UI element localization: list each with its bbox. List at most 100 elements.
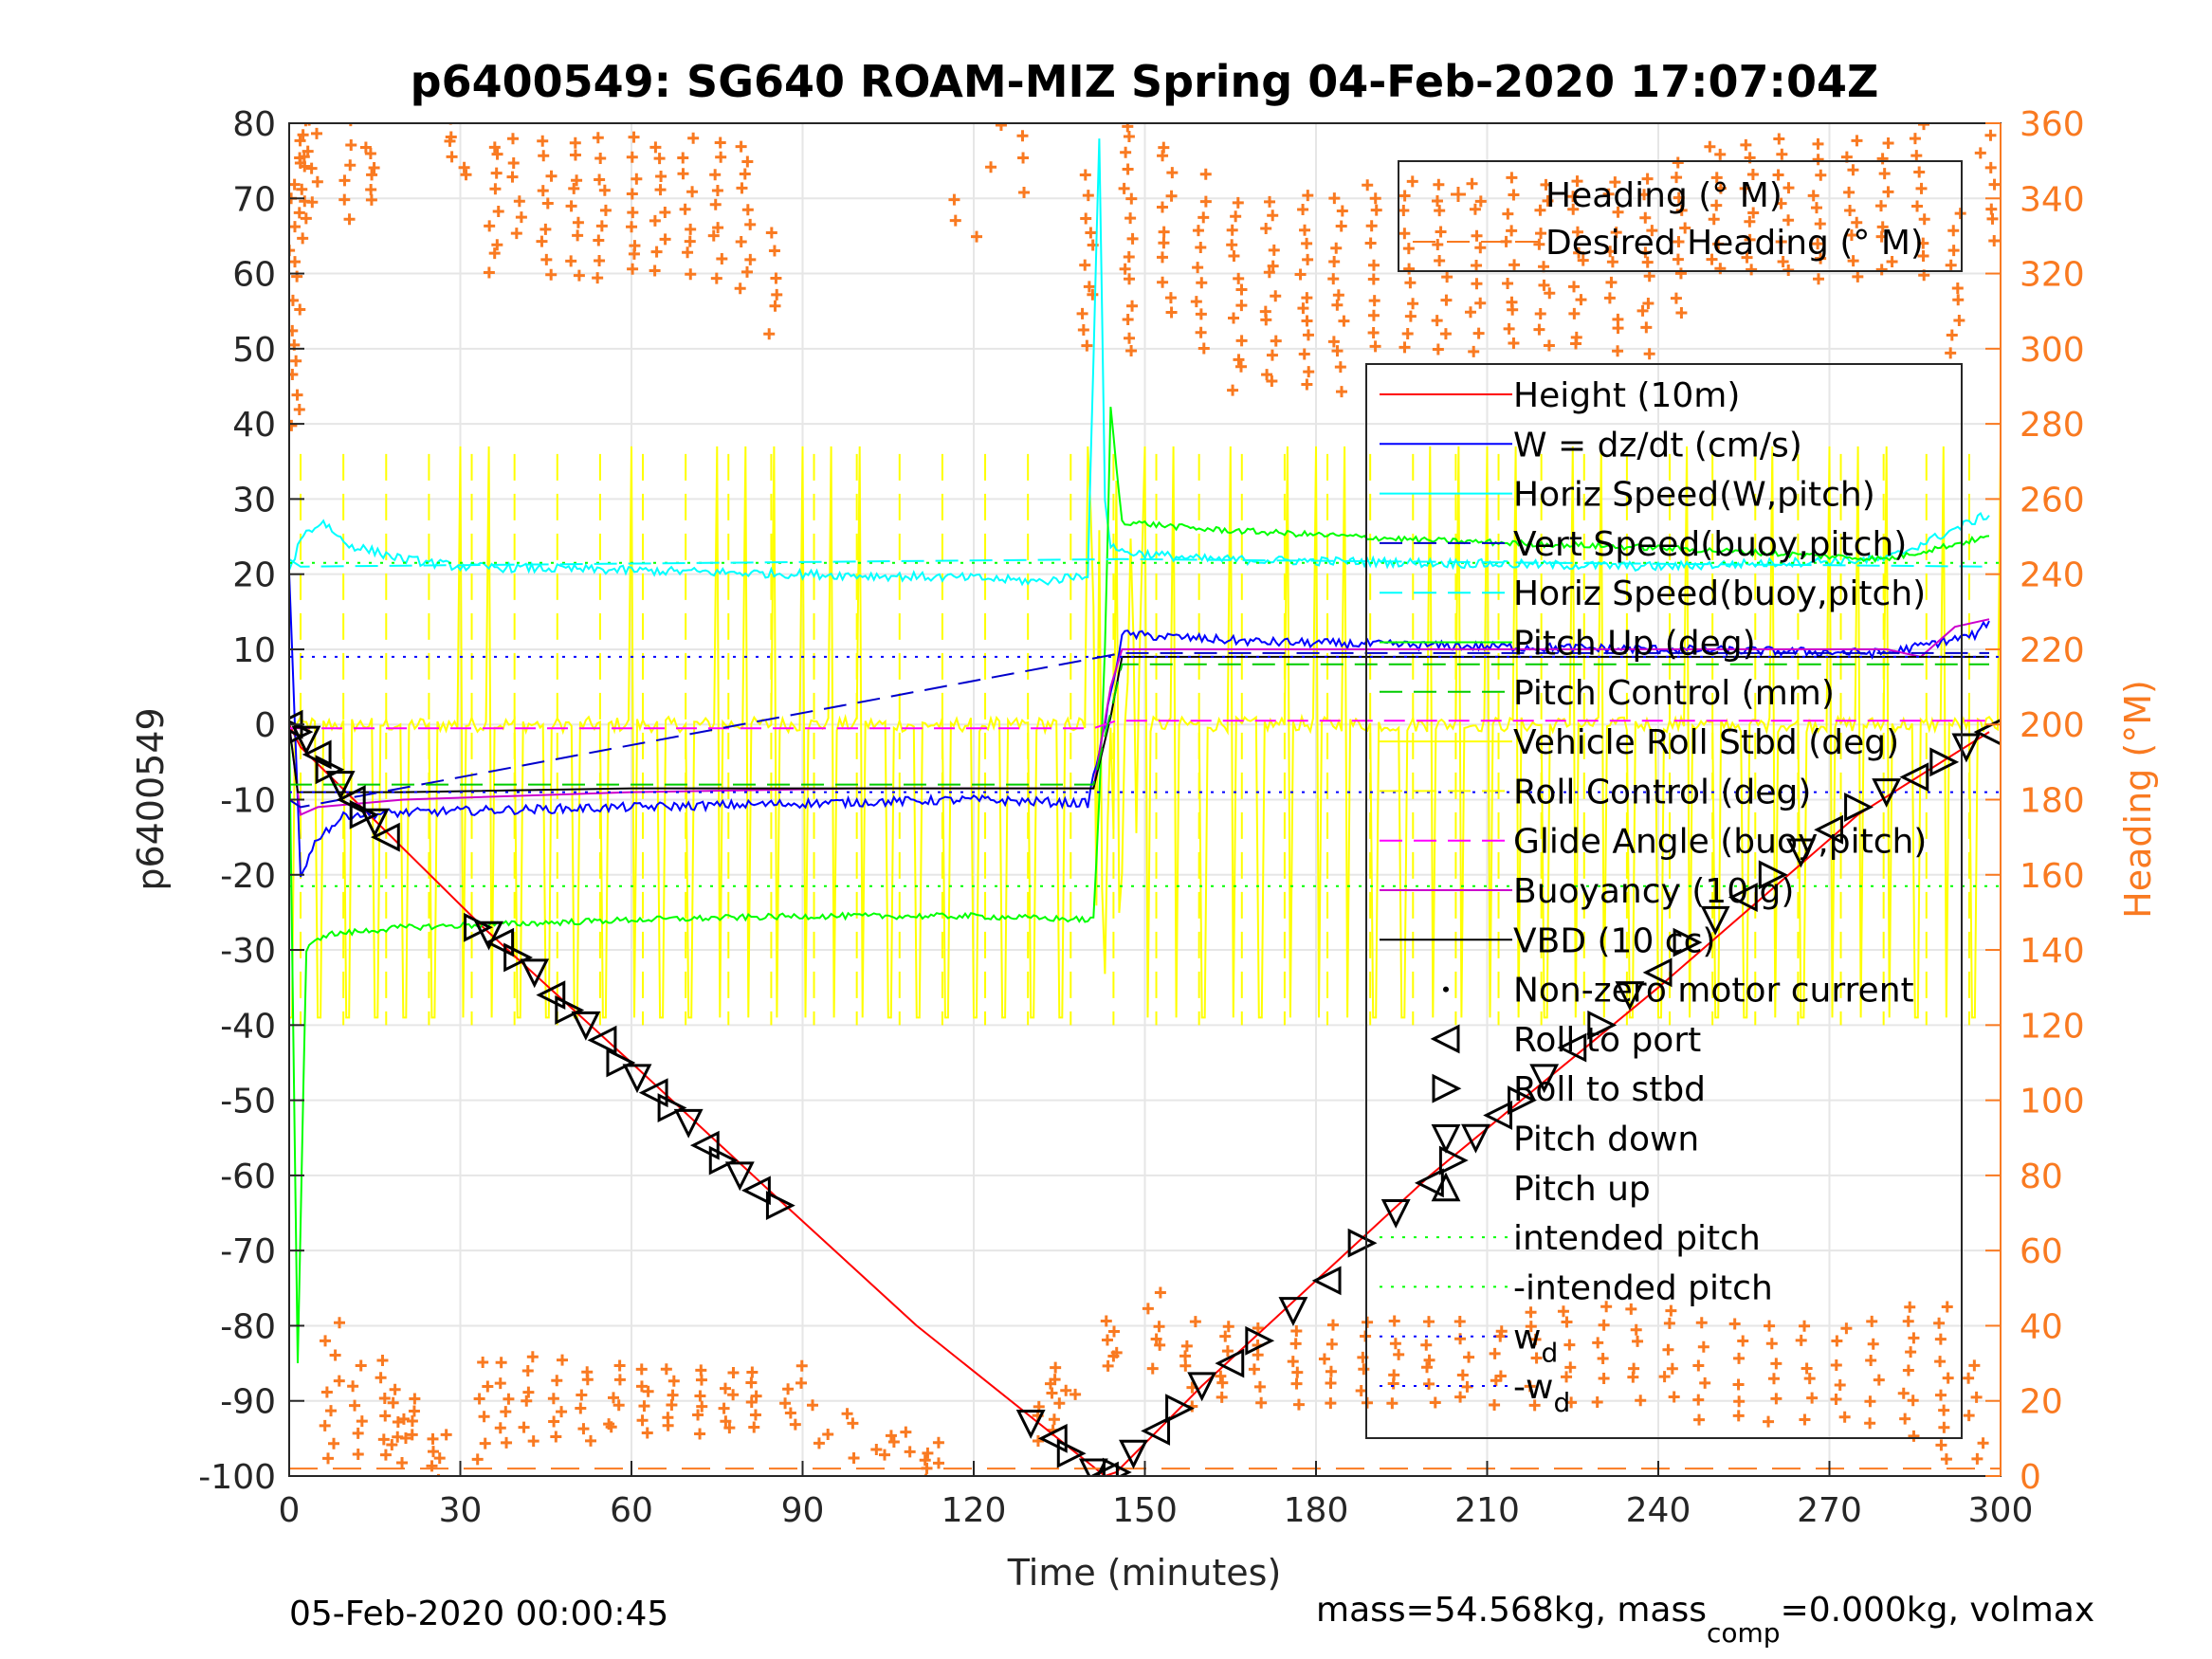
- heading-marker: [1388, 1369, 1400, 1381]
- heading-marker: [1429, 1396, 1441, 1409]
- heading-marker: [682, 246, 694, 259]
- heading-marker: [427, 1432, 439, 1445]
- heading-marker: [1076, 307, 1088, 319]
- heading-marker: [1712, 238, 1725, 250]
- heading-marker: [547, 1393, 559, 1405]
- heading-marker: [366, 169, 378, 181]
- heading-marker: [1302, 253, 1314, 265]
- heading-marker: [338, 174, 351, 187]
- heading-marker: [1489, 1399, 1501, 1411]
- heading-marker: [1692, 1394, 1705, 1406]
- heading-marker: [1355, 1384, 1367, 1396]
- heading-marker: [1767, 1373, 1780, 1385]
- footer-mass-suffix: =0.000kg, volmax: [1781, 1591, 2095, 1630]
- heading-marker: [1253, 1380, 1266, 1393]
- legend-heading: Heading (° M) Desired Heading (° M): [1398, 160, 1963, 272]
- heading-marker: [1873, 1374, 1885, 1386]
- heading-marker: [1402, 243, 1415, 255]
- footer-mass-prefix: mass=54.568kg, mass: [1316, 1591, 1707, 1630]
- heading-marker: [494, 1422, 506, 1434]
- heading-marker: [685, 268, 697, 281]
- heading-marker: [573, 269, 585, 282]
- heading-marker: [1472, 327, 1485, 339]
- heading-marker: [433, 1452, 446, 1465]
- legend-sample: [1430, 1024, 1460, 1054]
- heading-marker: [666, 1399, 678, 1411]
- maneuver-marker: [1951, 733, 1982, 763]
- heading-marker: [1364, 237, 1377, 249]
- heading-marker: [692, 1409, 704, 1421]
- heading-marker: [289, 369, 299, 381]
- heading-marker: [1083, 281, 1095, 293]
- heading-marker: [719, 1382, 731, 1395]
- heading-marker: [550, 1431, 562, 1443]
- heading-marker: [741, 204, 754, 216]
- heading-marker: [1600, 1301, 1613, 1313]
- legend-label-sub: d: [1541, 1338, 1558, 1369]
- heading-marker: [1289, 1338, 1302, 1350]
- heading-marker: [1910, 150, 1923, 162]
- y-tick-label: 10: [232, 631, 276, 670]
- heading-marker: [1732, 1378, 1745, 1391]
- series-line-dashed: [289, 663, 1989, 786]
- maneuver-marker: [1758, 860, 1788, 890]
- heading-marker: [334, 1317, 346, 1329]
- heading-marker: [1453, 1315, 1466, 1327]
- legend-label-text: Pitch up: [1513, 1170, 1651, 1209]
- heading-marker: [847, 1417, 859, 1430]
- heading-marker: [1864, 1417, 1876, 1430]
- heading-marker: [870, 1443, 883, 1455]
- heading-marker: [1227, 384, 1239, 396]
- heading-marker: [1017, 152, 1030, 164]
- heading-marker: [1474, 297, 1487, 309]
- heading-marker: [1328, 192, 1341, 205]
- heading-marker: [795, 1376, 808, 1389]
- heading-marker: [1714, 263, 1727, 275]
- heading-marker: [807, 1399, 819, 1412]
- heading-marker: [1124, 273, 1136, 285]
- heading-marker: [1495, 1325, 1508, 1338]
- heading-marker: [581, 1366, 594, 1378]
- heading-marker: [1431, 315, 1443, 327]
- heading-marker: [723, 1422, 736, 1434]
- heading-marker: [887, 1435, 900, 1448]
- heading-marker: [1454, 1333, 1467, 1345]
- maneuver-markers: [289, 709, 2001, 1476]
- heading-marker: [626, 151, 638, 163]
- heading-marker: [679, 203, 691, 215]
- heading-marker: [576, 1389, 588, 1401]
- heading-marker: [1195, 326, 1207, 338]
- heading-marker: [1165, 306, 1178, 319]
- heading-marker: [1747, 207, 1760, 219]
- heading-marker: [1454, 1391, 1467, 1403]
- heading-marker: [1325, 1397, 1337, 1410]
- heading-marker: [290, 355, 302, 367]
- maneuver-marker: [1557, 1032, 1587, 1063]
- heading-marker: [594, 255, 606, 267]
- heading-marker: [1875, 230, 1888, 243]
- heading-marker: [710, 272, 722, 284]
- heading-marker: [1294, 268, 1307, 281]
- y-tick-label: 50: [232, 331, 276, 370]
- heading-marker: [1945, 259, 1957, 271]
- heading-marker: [1737, 1335, 1749, 1347]
- heading-marker: [613, 1359, 626, 1372]
- heading-marker: [1331, 345, 1344, 357]
- heading-marker: [289, 324, 299, 337]
- heading-marker: [712, 222, 724, 234]
- maneuver-marker: [503, 942, 534, 973]
- heading-marker: [1291, 1366, 1304, 1378]
- heading-marker: [1974, 147, 1986, 159]
- heading-marker: [1952, 294, 1965, 306]
- heading-marker: [1233, 354, 1245, 366]
- series-line-dashed: [289, 651, 1989, 809]
- heading-marker: [1801, 1362, 1813, 1375]
- heading-marker: [1968, 1359, 1981, 1372]
- heading-marker: [1567, 191, 1580, 203]
- maneuver-marker: [1056, 1438, 1087, 1468]
- heading-marker: [1336, 205, 1348, 217]
- heading-marker: [1398, 341, 1411, 354]
- heading-marker: [1795, 1334, 1807, 1346]
- x-tick-label: 240: [1626, 1491, 1691, 1530]
- heading-marker: [289, 256, 302, 268]
